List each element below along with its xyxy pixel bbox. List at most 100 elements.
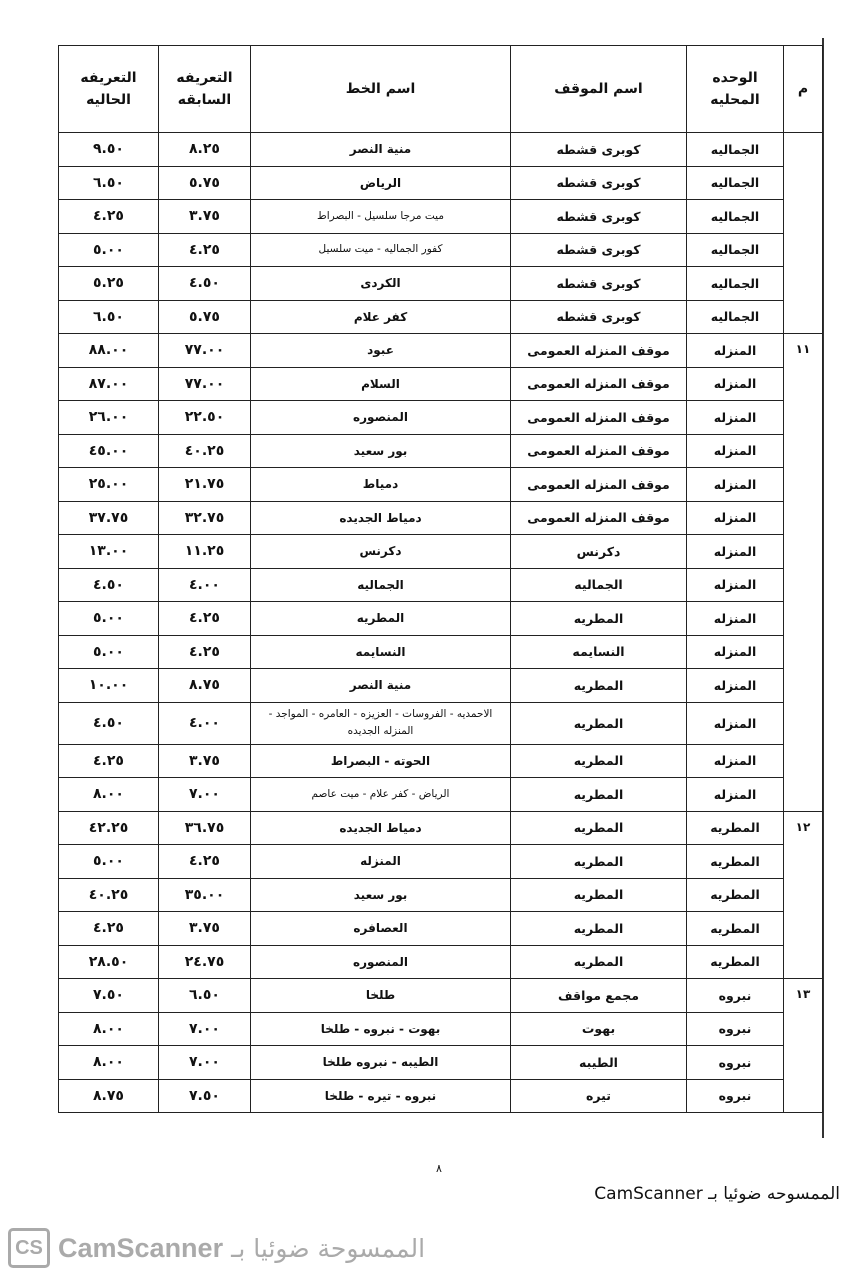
line-cell: النسايمه bbox=[250, 634, 511, 669]
camscanner-logo-icon: CS bbox=[8, 1228, 50, 1268]
table-row: المطريه المطريه العصافره ٣.٧٥ ٤.٢٥ bbox=[58, 911, 823, 946]
line-cell: الرياض - كفر علام - ميت عاصم bbox=[250, 777, 511, 812]
current-fare-cell: ٤٢.٢٥ bbox=[58, 810, 159, 845]
row-group-number: ١٢ bbox=[783, 810, 823, 979]
region-cell: المطريه bbox=[686, 877, 784, 912]
current-fare-cell: ٥.٠٠ bbox=[58, 601, 159, 636]
prev-fare-cell: ٨.٢٥ bbox=[158, 132, 251, 167]
page-number: ٨ bbox=[436, 1162, 442, 1175]
line-cell: كفور الجماليه - ميت سلسيل bbox=[250, 232, 511, 267]
station-cell: موقف المنزله العمومى bbox=[510, 433, 687, 468]
prev-fare-cell: ٤.٢٥ bbox=[158, 844, 251, 879]
row-group-number: ١٣ bbox=[783, 978, 823, 1113]
station-cell: المطريه bbox=[510, 777, 687, 812]
station-cell: المطريه bbox=[510, 743, 687, 778]
station-cell: كوبرى قشطه bbox=[510, 266, 687, 301]
header-line: اسم الخط bbox=[250, 45, 511, 133]
line-cell: بور سعيد bbox=[250, 877, 511, 912]
region-cell: المنزله bbox=[686, 743, 784, 778]
current-fare-cell: ٨.٠٠ bbox=[58, 777, 159, 812]
current-fare-cell: ٧.٥٠ bbox=[58, 978, 159, 1013]
header-station: اسم الموقف bbox=[510, 45, 687, 133]
station-cell: موقف المنزله العمومى bbox=[510, 467, 687, 502]
station-cell: المطريه bbox=[510, 668, 687, 703]
prev-fare-cell: ٧.٠٠ bbox=[158, 1011, 251, 1046]
header-region: الوحده المحليه bbox=[686, 45, 784, 133]
table-row: الجماليه كوبرى قشطه الكردى ٤.٥٠ ٥.٢٥ bbox=[58, 266, 823, 301]
line-cell: المنصوره bbox=[250, 400, 511, 435]
current-fare-cell: ٤٥.٠٠ bbox=[58, 433, 159, 468]
region-cell: المنزله bbox=[686, 500, 784, 535]
line-cell: المطريه bbox=[250, 601, 511, 636]
station-cell: موقف المنزله العمومى bbox=[510, 333, 687, 368]
station-cell: كوبرى قشطه bbox=[510, 132, 687, 167]
line-cell: بهوت - نبروه - طلخا bbox=[250, 1011, 511, 1046]
station-cell: كوبرى قشطه bbox=[510, 199, 687, 234]
prev-fare-cell: ٢٤.٧٥ bbox=[158, 944, 251, 979]
camscanner-watermark: CS CamScanner الممسوحة ضوئيا بـ bbox=[8, 1228, 425, 1268]
prev-fare-cell: ٣٢.٧٥ bbox=[158, 500, 251, 535]
prev-fare-cell: ٣.٧٥ bbox=[158, 911, 251, 946]
line-cell: دمياط الجديده bbox=[250, 500, 511, 535]
current-fare-cell: ٤.٥٠ bbox=[58, 567, 159, 602]
line-cell: المنصوره bbox=[250, 944, 511, 979]
region-cell: المنزله bbox=[686, 701, 784, 745]
line-cell: العصافره bbox=[250, 911, 511, 946]
station-cell: المطريه bbox=[510, 701, 687, 745]
table-row: الجماليه كوبرى قشطه منية النصر ٨.٢٥ ٩.٥٠ bbox=[58, 132, 823, 334]
table-header-row: م الوحده المحليه اسم الموقف اسم الخط الت… bbox=[58, 45, 823, 133]
prev-fare-cell: ٢١.٧٥ bbox=[158, 467, 251, 502]
table-row: المنزله دكرنس دكرنس ١١.٢٥ ١٣.٠٠ bbox=[58, 534, 823, 569]
region-cell: المطريه bbox=[686, 944, 784, 979]
header-current-fare: التعريفه الحاليه bbox=[58, 45, 159, 133]
prev-fare-cell: ٤.٢٥ bbox=[158, 601, 251, 636]
region-cell: الجماليه bbox=[686, 132, 784, 167]
current-fare-cell: ٤٠.٢٥ bbox=[58, 877, 159, 912]
station-cell: موقف المنزله العمومى bbox=[510, 400, 687, 435]
region-cell: المنزله bbox=[686, 668, 784, 703]
prev-fare-cell: ٥.٧٥ bbox=[158, 299, 251, 334]
prev-fare-cell: ٤٠.٢٥ bbox=[158, 433, 251, 468]
table-row: نبروه تيره نبروه - تيره - طلخا ٧.٥٠ ٨.٧٥ bbox=[58, 1078, 823, 1113]
table-row: المطريه المطريه المنزله ٤.٢٥ ٥.٠٠ bbox=[58, 844, 823, 879]
prev-fare-cell: ٤.٢٥ bbox=[158, 634, 251, 669]
prev-fare-cell: ٣٦.٧٥ bbox=[158, 810, 251, 845]
region-cell: المنزله bbox=[686, 567, 784, 602]
current-fare-cell: ٨٨.٠٠ bbox=[58, 333, 159, 368]
region-cell: نبروه bbox=[686, 1011, 784, 1046]
region-cell: المنزله bbox=[686, 777, 784, 812]
region-cell: نبروه bbox=[686, 978, 784, 1013]
header-num: م bbox=[783, 45, 823, 133]
table-row: نبروه بهوت بهوت - نبروه - طلخا ٧.٠٠ ٨.٠٠ bbox=[58, 1011, 823, 1046]
prev-fare-cell: ٣.٧٥ bbox=[158, 743, 251, 778]
current-fare-cell: ٥.٢٥ bbox=[58, 266, 159, 301]
scan-note: الممسوحه ضوئيا بـ CamScanner bbox=[594, 1184, 840, 1204]
station-cell: الطيبه bbox=[510, 1045, 687, 1080]
table-row: نبروه الطيبه الطيبه - نبروه طلخا ٧.٠٠ ٨.٠٠ bbox=[58, 1045, 823, 1080]
prev-fare-cell: ٧.٠٠ bbox=[158, 1045, 251, 1080]
region-cell: الجماليه bbox=[686, 299, 784, 334]
table-row: ١١ المنزله موقف المنزله العمومى عبود ٧٧.٠٠ ٨٨… bbox=[58, 333, 823, 812]
watermark-arabic: الممسوحة ضوئيا بـ bbox=[231, 1233, 426, 1263]
region-cell: المنزله bbox=[686, 366, 784, 401]
station-cell: تيره bbox=[510, 1078, 687, 1113]
prev-fare-cell: ٤.٢٥ bbox=[158, 232, 251, 267]
current-fare-cell: ٤.٥٠ bbox=[58, 701, 159, 745]
line-cell: عبود bbox=[250, 333, 511, 368]
station-cell: كوبرى قشطه bbox=[510, 165, 687, 200]
station-cell: موقف المنزله العمومى bbox=[510, 366, 687, 401]
line-cell: دمياط bbox=[250, 467, 511, 502]
prev-fare-cell: ٤.٥٠ bbox=[158, 266, 251, 301]
current-fare-cell: ٨.٠٠ bbox=[58, 1011, 159, 1046]
station-cell: النسايمه bbox=[510, 634, 687, 669]
current-fare-cell: ٤.٢٥ bbox=[58, 743, 159, 778]
header-prev-fare: التعريفه السابقه bbox=[158, 45, 251, 133]
line-cell: منية النصر bbox=[250, 668, 511, 703]
fare-table: م الوحده المحليه اسم الموقف اسم الخط الت… bbox=[58, 45, 823, 1113]
prev-fare-cell: ٨.٧٥ bbox=[158, 668, 251, 703]
current-fare-cell: ٥.٠٠ bbox=[58, 232, 159, 267]
region-cell: نبروه bbox=[686, 1045, 784, 1080]
region-cell: المنزله bbox=[686, 634, 784, 669]
current-fare-cell: ٦.٥٠ bbox=[58, 165, 159, 200]
prev-fare-cell: ٥.٧٥ bbox=[158, 165, 251, 200]
